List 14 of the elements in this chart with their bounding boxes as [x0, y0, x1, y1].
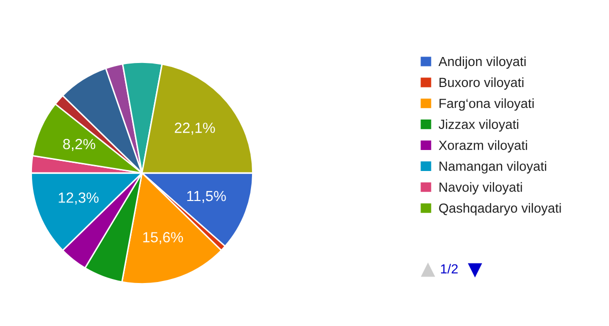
legend-label: Farg‘ona viloyati	[440, 98, 534, 111]
legend-label: Xorazm viloyati	[438, 140, 528, 153]
legend-label: Namangan viloyati	[440, 161, 546, 174]
data-label: 12,3%	[58, 192, 99, 205]
legend-label: Andijon viloyati	[438, 56, 526, 69]
data-label: 11,5%	[187, 190, 226, 203]
legend-label: Navoiy viloyati	[440, 182, 522, 194]
legend-label: Jizzax viloyati	[438, 119, 518, 132]
legend-label: Qashqadaryo viloyati	[439, 203, 561, 216]
data-label: 22,1%	[174, 122, 215, 135]
data-label: 8,2%	[63, 138, 96, 151]
legend-label: Buxoro viloyati	[440, 77, 524, 90]
data-label: 15,6%	[143, 232, 183, 244]
text: 1/2	[441, 264, 458, 274]
